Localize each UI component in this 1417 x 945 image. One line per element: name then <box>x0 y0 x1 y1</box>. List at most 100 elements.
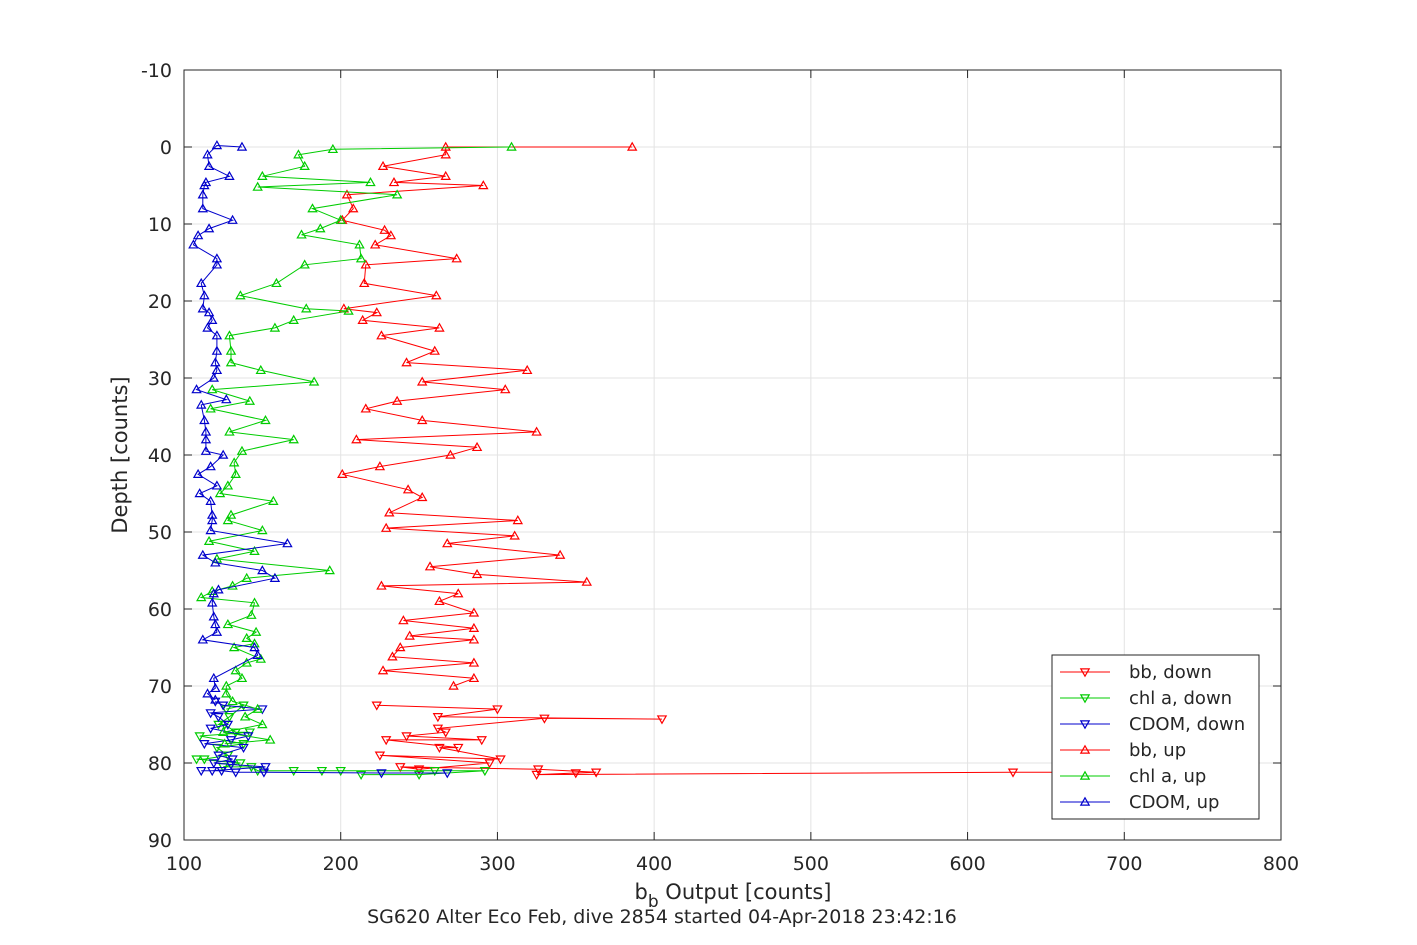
data-point-marker <box>554 549 566 559</box>
data-point-marker <box>341 189 353 199</box>
data-point-marker <box>199 755 210 765</box>
data-point-marker <box>532 765 544 775</box>
data-point-marker <box>432 724 444 734</box>
data-point-marker <box>257 525 268 535</box>
data-point-marker <box>192 230 204 240</box>
data-point-marker <box>257 719 268 729</box>
data-point-marker <box>199 180 210 190</box>
data-point-marker <box>377 160 389 170</box>
data-point-marker <box>257 170 268 181</box>
data-point-marker <box>376 769 387 779</box>
x-tick-label: 700 <box>1106 853 1142 875</box>
data-point-marker <box>221 394 232 404</box>
data-point-marker <box>398 615 409 625</box>
data-point-marker <box>214 488 226 498</box>
data-point-marker <box>442 538 453 548</box>
data-point-marker <box>590 768 602 778</box>
data-point-marker <box>365 177 376 187</box>
x-tick-label: 400 <box>636 853 672 875</box>
data-point-marker <box>227 755 238 765</box>
data-point-marker <box>384 507 395 517</box>
data-point-marker <box>539 714 550 724</box>
data-point-marker <box>227 214 238 224</box>
data-point-marker <box>260 414 271 425</box>
data-point-marker <box>206 766 218 777</box>
legend-marker <box>1079 668 1091 678</box>
data-point-marker <box>299 160 310 170</box>
data-point-marker <box>202 322 213 332</box>
data-point-marker <box>416 376 428 386</box>
data-point-marker <box>260 763 271 773</box>
data-point-marker <box>222 515 234 525</box>
data-point-marker <box>224 426 235 436</box>
data-point-marker <box>228 642 240 652</box>
data-point-marker <box>255 364 267 375</box>
data-point-marker <box>521 364 533 375</box>
data-point-marker <box>307 203 318 213</box>
data-point-marker <box>230 768 241 778</box>
data-point-marker <box>252 703 263 713</box>
data-point-marker <box>200 434 212 444</box>
data-point-marker <box>205 525 216 535</box>
data-point-marker <box>252 181 263 191</box>
data-point-marker <box>205 495 216 505</box>
data-point-marker <box>239 711 251 721</box>
x-axis-label: bb Output [counts] <box>634 880 831 912</box>
data-point-marker <box>413 765 425 775</box>
legend-marker <box>1079 720 1091 730</box>
data-point-marker <box>217 701 229 711</box>
data-point-marker <box>374 461 386 471</box>
data-point-marker <box>206 384 218 394</box>
data-point-marker <box>213 751 224 761</box>
data-point-marker <box>424 561 436 571</box>
series-line <box>199 146 512 745</box>
data-point-marker <box>241 572 252 582</box>
data-point-marker <box>413 770 425 780</box>
data-point-marker <box>211 345 223 355</box>
data-point-marker <box>512 515 524 525</box>
data-point-marker <box>371 701 382 711</box>
data-point-marker <box>348 203 359 213</box>
data-point-marker <box>202 688 213 698</box>
data-point-marker <box>235 290 246 300</box>
data-point-marker <box>388 177 400 187</box>
legend-marker <box>1079 744 1091 754</box>
y-tick-label: 40 <box>148 445 172 467</box>
data-point-marker <box>376 580 387 590</box>
x-tick-label: 200 <box>323 853 359 875</box>
data-point-marker <box>197 303 209 313</box>
data-point-marker <box>395 642 406 652</box>
data-point-marker <box>531 426 542 436</box>
data-point-marker <box>222 618 234 629</box>
series-bb-up <box>337 141 638 690</box>
data-point-marker <box>258 768 270 778</box>
data-point-marker <box>211 743 223 754</box>
data-point-marker <box>324 565 335 575</box>
data-point-marker <box>316 766 328 777</box>
data-point-marker <box>468 634 480 644</box>
data-point-marker <box>416 414 428 425</box>
data-point-marker <box>269 322 281 332</box>
legend-entry-label: chl a, up <box>1129 766 1206 787</box>
x-tick-label: 500 <box>793 853 829 875</box>
data-point-marker <box>249 638 260 648</box>
data-point-marker <box>484 759 495 769</box>
data-point-marker <box>225 509 237 519</box>
y-tick-label: 30 <box>148 368 172 390</box>
data-point-marker <box>401 732 412 742</box>
data-point-marker <box>581 576 592 586</box>
chart-title: SG620 Alter Eco Feb, dive 2854 started 0… <box>367 906 957 928</box>
legend-marker <box>1079 694 1091 704</box>
legend[interactable]: bb, down chl a, down CDOM, down bb, up chl a… <box>1051 654 1260 820</box>
data-point-marker <box>225 736 237 746</box>
data-point-marker <box>221 688 232 698</box>
data-point-marker <box>453 743 464 754</box>
data-point-marker <box>241 632 252 643</box>
data-point-marker <box>374 751 386 761</box>
legend-box <box>1051 654 1260 820</box>
data-point-marker <box>337 468 348 478</box>
data-point-marker <box>296 229 307 239</box>
data-point-marker <box>434 322 445 332</box>
data-point-marker <box>264 734 276 744</box>
data-point-marker <box>432 713 444 723</box>
